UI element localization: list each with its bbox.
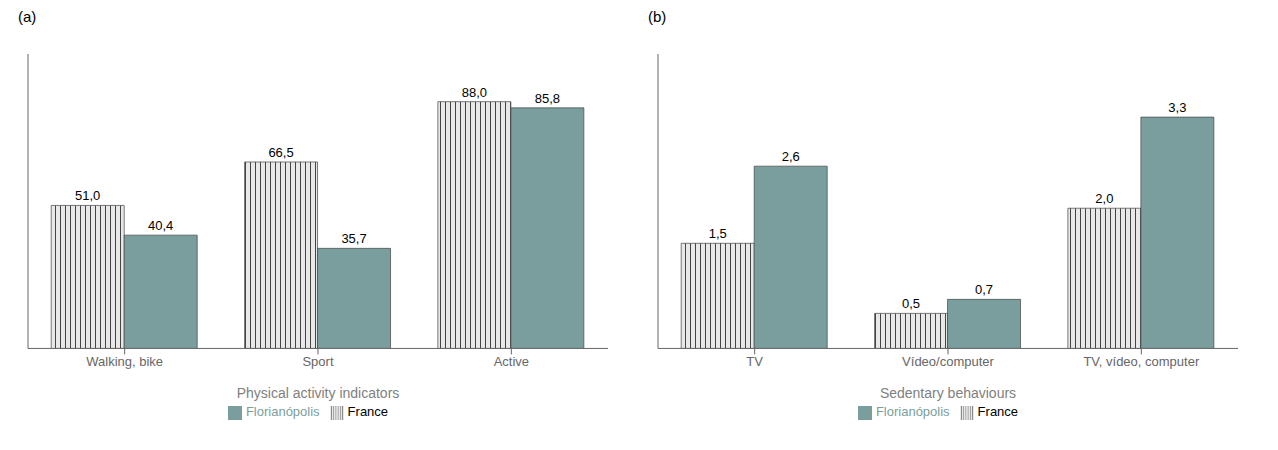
svg-text:51,0: 51,0 bbox=[75, 188, 100, 203]
svg-text:Vídeo/computer: Vídeo/computer bbox=[902, 354, 994, 369]
svg-text:2,6: 2,6 bbox=[782, 149, 800, 164]
svg-text:88,0: 88,0 bbox=[462, 85, 487, 100]
html-text:France: France bbox=[347, 404, 389, 420]
svg-text:35,7: 35,7 bbox=[341, 231, 366, 246]
html-text:France: France bbox=[977, 404, 1019, 420]
html-text:Florianópolis: Florianópolis bbox=[245, 404, 320, 420]
svg-text:2,0: 2,0 bbox=[1095, 191, 1113, 206]
svg-text:Sedentary behaviours: Sedentary behaviours bbox=[880, 385, 1016, 401]
svg-text:0,5: 0,5 bbox=[902, 296, 920, 311]
svg-text:Walking, bike: Walking, bike bbox=[86, 354, 163, 369]
html-text:(b): (b) bbox=[648, 8, 667, 25]
svg-text:66,5: 66,5 bbox=[268, 145, 293, 160]
svg-text:TV, vídeo, computer: TV, vídeo, computer bbox=[1083, 354, 1200, 369]
html-text:Florianópolis: Florianópolis bbox=[875, 404, 950, 420]
svg-text:1,5: 1,5 bbox=[709, 226, 727, 241]
svg-text:Physical activity indicators: Physical activity indicators bbox=[237, 385, 400, 401]
svg-text:40,4: 40,4 bbox=[148, 218, 173, 233]
svg-text:Active: Active bbox=[494, 354, 529, 369]
svg-text:TV: TV bbox=[746, 354, 763, 369]
svg-text:85,8: 85,8 bbox=[535, 91, 560, 106]
svg-text:0,7: 0,7 bbox=[975, 282, 993, 297]
html-text:(a): (a) bbox=[18, 8, 37, 25]
svg-text:3,3: 3,3 bbox=[1168, 100, 1186, 115]
svg-text:Sport: Sport bbox=[302, 354, 333, 369]
